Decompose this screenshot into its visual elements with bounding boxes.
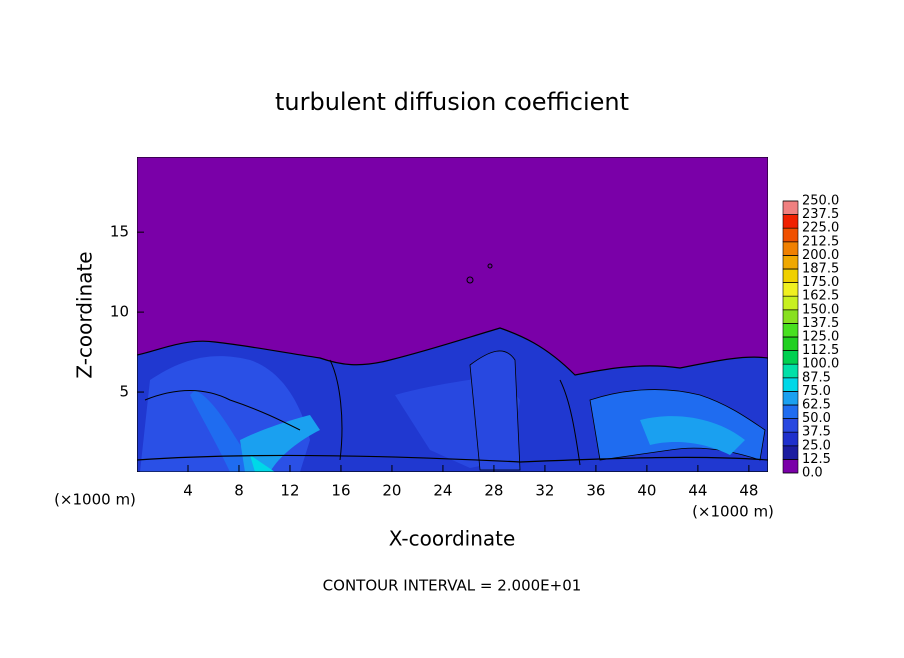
x-tick-label: 28 <box>484 482 503 500</box>
x-tick-label: 48 <box>739 482 758 500</box>
colorbar-label: 175.0 <box>802 275 839 290</box>
colorbar-label: 162.5 <box>802 289 839 304</box>
colorbar-swatch <box>782 459 799 474</box>
colorbar-label: 25.0 <box>802 438 831 453</box>
x-tick-label: 44 <box>688 482 707 500</box>
colorbar-label: 212.5 <box>802 234 839 249</box>
colorbar-swatch <box>782 282 799 297</box>
colorbar-swatch <box>782 323 799 338</box>
colorbar-swatch <box>782 200 799 215</box>
colorbar-swatch <box>782 241 799 256</box>
y-tick-label: 10 <box>110 303 129 321</box>
x-tick-label: 8 <box>234 482 244 500</box>
x-tick-label: 36 <box>586 482 605 500</box>
x-tick-label: 32 <box>535 482 554 500</box>
colorbar-swatch <box>782 227 799 243</box>
y-axis-label: Z-coordinate <box>73 251 97 378</box>
x-tick-label: 20 <box>382 482 401 500</box>
colorbar-swatch <box>782 309 799 324</box>
x-tick-label: 4 <box>183 482 193 500</box>
colorbar-swatch <box>782 431 799 447</box>
colorbar-label: 50.0 <box>802 411 831 426</box>
y-tick-label: 15 <box>110 223 129 241</box>
x-unit: (×1000 m) <box>54 491 136 509</box>
chart-title: turbulent diffusion coefficient <box>275 88 629 116</box>
colorbar-label: 137.5 <box>802 316 839 331</box>
colorbar-label: 250.0 <box>802 194 839 209</box>
x-tick-label: 24 <box>433 482 452 500</box>
colorbar-swatch <box>782 418 799 433</box>
x-tick-label: 16 <box>331 482 350 500</box>
colorbar-label: 125.0 <box>802 330 839 345</box>
x-tick-label: 12 <box>280 482 299 500</box>
colorbar-label: 62.5 <box>802 398 831 413</box>
colorbar-swatch <box>782 350 799 365</box>
colorbar-label: 187.5 <box>802 262 839 277</box>
colorbar-label: 87.5 <box>802 370 831 385</box>
colorbar-label: 200.0 <box>802 248 839 263</box>
colorbar-label: 112.5 <box>802 343 839 358</box>
colorbar-label: 225.0 <box>802 221 839 236</box>
x-unit: (×1000 m) <box>692 503 774 521</box>
colorbar-swatch <box>782 445 799 460</box>
colorbar-swatch <box>782 295 799 311</box>
colorbar-label: 37.5 <box>802 425 831 440</box>
footer: CONTOUR INTERVAL = 2.000E+01 <box>323 577 582 595</box>
colorbar-label: 150.0 <box>802 302 839 317</box>
colorbar-swatch <box>782 363 799 379</box>
colorbar-swatch <box>782 336 799 351</box>
field <box>137 157 768 472</box>
colorbar-label: 237.5 <box>802 207 839 222</box>
x-tick-label: 40 <box>637 482 656 500</box>
colorbar-swatch <box>782 377 799 392</box>
x-axis-label: X-coordinate <box>389 527 516 551</box>
colorbar-label: 75.0 <box>802 384 831 399</box>
colorbar-label: 0.0 <box>802 466 823 481</box>
colorbar-swatch <box>782 214 799 229</box>
colorbar-swatch <box>782 404 799 419</box>
colorbar-swatch <box>782 268 799 283</box>
colorbar-label: 100.0 <box>802 357 839 372</box>
colorbar-swatch <box>782 391 799 406</box>
colorbar-swatch <box>782 255 799 270</box>
y-tick-label: 5 <box>119 383 129 401</box>
colorbar-label: 12.5 <box>802 452 831 467</box>
